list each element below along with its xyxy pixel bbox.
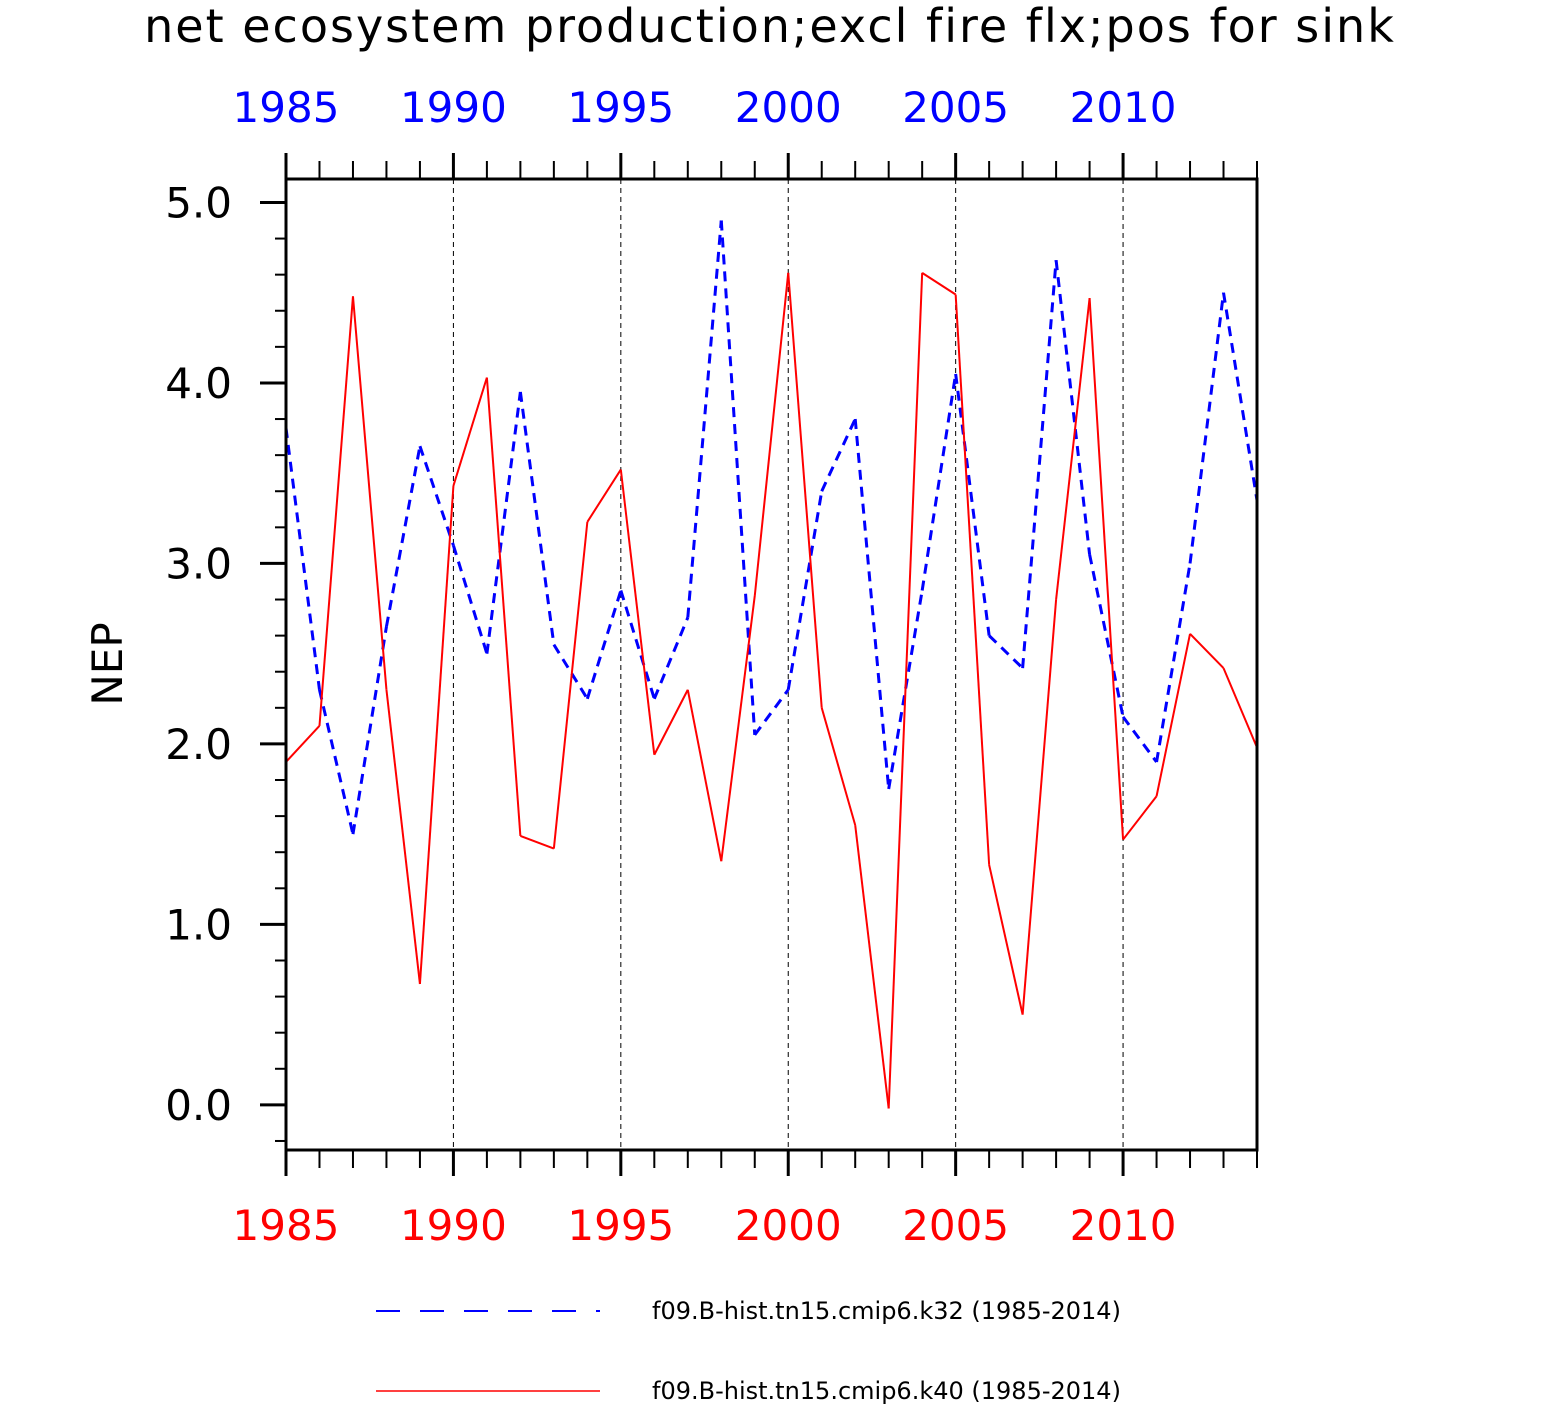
series-1-segment: [988, 864, 1024, 1015]
series-layer: [284, 220, 1259, 1109]
series-1-segment: [452, 377, 488, 487]
series-0-segment: [619, 590, 656, 700]
series-1-segment: [385, 689, 421, 985]
series-0-segment: [1054, 260, 1092, 555]
series-0-segment: [585, 590, 623, 700]
series-1-segment: [1155, 633, 1192, 797]
series-0-segment: [284, 427, 321, 690]
series-0-segment: [1222, 292, 1259, 501]
series-1-segment: [351, 296, 388, 690]
series-1-segment: [954, 294, 991, 865]
series-0-segment: [1088, 554, 1125, 718]
series-0-segment: [485, 391, 522, 654]
y-tick-label: 0.0: [165, 1081, 232, 1130]
series-1-segment: [318, 296, 354, 726]
x-tick-label-bottom: 2010: [1070, 1201, 1177, 1250]
legend-label-1: f09.B-hist.tn15.cmip6.k40 (1985-2014): [652, 1377, 1121, 1405]
x-tick-label-bottom: 1990: [400, 1201, 507, 1250]
series-0-segment: [552, 643, 589, 700]
series-0-segment: [820, 418, 857, 492]
x-tick-label-top: 1985: [233, 83, 340, 132]
x-tick-label-top: 2000: [735, 83, 842, 132]
series-1-segment: [753, 272, 790, 597]
series-1-segment: [854, 825, 890, 1109]
series-1-segment: [653, 689, 689, 756]
series-1-segment: [552, 521, 589, 849]
series-1-segment: [720, 595, 756, 862]
y-tick-label: 2.0: [165, 720, 232, 769]
x-tick-label-bottom: 2000: [735, 1201, 842, 1250]
x-tick-label-top: 1990: [400, 83, 507, 132]
series-1-segment: [1055, 298, 1091, 600]
major-ticks: [260, 153, 1125, 1176]
series-1-segment: [820, 707, 857, 826]
series-0-segment: [853, 418, 891, 790]
series-0-segment: [1021, 260, 1058, 669]
series-0-segment: [786, 490, 824, 691]
y-tick-label: 1.0: [165, 900, 232, 949]
series-1-segment: [1122, 795, 1158, 841]
series-0-segment: [351, 626, 388, 835]
series-0-segment: [318, 689, 355, 835]
x-tick-label-bottom: 1985: [233, 1201, 340, 1250]
y-tick-label: 4.0: [165, 359, 232, 408]
series-1-segment: [485, 377, 522, 837]
series-0-segment: [753, 688, 790, 736]
y-tick-label: 3.0: [165, 539, 232, 588]
y-axis-label: NEP: [83, 622, 132, 705]
series-0-segment: [988, 634, 1024, 670]
legend-label-0: f09.B-hist.tn15.cmip6.k32 (1985-2014): [652, 1297, 1121, 1325]
legend: f09.B-hist.tn15.cmip6.k32 (1985-2014) f09…: [376, 1297, 1121, 1405]
series-0-segment: [451, 544, 489, 655]
x-tick-label-top: 1995: [567, 83, 674, 132]
x-tick-label-top: 2010: [1070, 83, 1177, 132]
series-1-segment: [418, 485, 455, 985]
series-1-segment: [1189, 633, 1225, 669]
y-tick-label: 5.0: [165, 178, 232, 227]
series-0-segment: [954, 373, 991, 636]
series-1-segment: [887, 272, 924, 1109]
chart-title: net ecosystem production;excl fire flx;p…: [144, 0, 1396, 53]
series-0-segment: [686, 220, 723, 618]
series-1-segment: [921, 272, 957, 296]
series-1-segment: [1021, 599, 1058, 1015]
series-1-segment: [619, 469, 656, 755]
series-1-segment: [520, 835, 555, 850]
plot-frame: [284, 177, 1259, 1152]
series-0-segment: [518, 391, 556, 645]
series-0-segment: [920, 373, 958, 591]
series-0-segment: [384, 445, 422, 627]
series-0-segment: [418, 445, 455, 546]
series-1-segment: [285, 725, 321, 763]
series-1-segment: [787, 272, 823, 708]
x-tick-label-top: 2005: [902, 83, 1009, 132]
tick-labels: 1985 1985 1990 1990 1995 1995 2000 2000 2005 2005…: [165, 83, 1176, 1250]
series-0-segment: [652, 617, 690, 700]
series-1-segment: [686, 689, 723, 862]
series-1-segment: [1088, 298, 1125, 840]
series-0: [284, 220, 1259, 835]
x-tick-label-bottom: 1995: [567, 1201, 674, 1250]
series-0-segment: [1121, 715, 1158, 763]
x-tick-label-bottom: 2005: [902, 1201, 1009, 1250]
series-0-segment: [1188, 292, 1226, 564]
series-1: [285, 272, 1258, 1109]
minor-ticks: [275, 161, 1258, 1168]
series-0-segment: [719, 220, 757, 735]
series-1-segment: [586, 469, 622, 523]
series-1-segment: [1222, 667, 1258, 748]
